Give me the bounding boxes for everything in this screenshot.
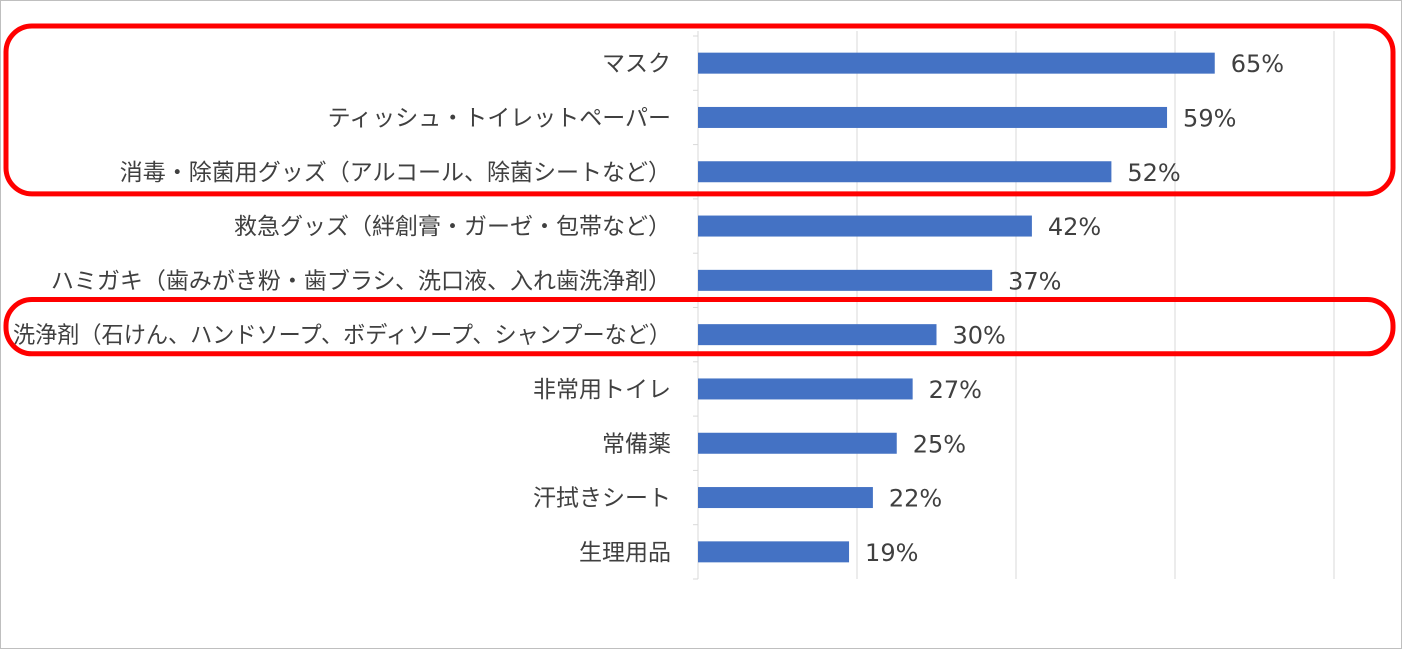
category-label: ティッシュ・トイレットペーパー (328, 105, 671, 131)
value-label: 25% (913, 430, 966, 458)
category-label: マスク (602, 51, 671, 77)
category-label: 非常用トイレ (533, 377, 671, 403)
value-label: 27% (929, 376, 982, 404)
category-label: 洗浄剤（石けん、ハンドソープ、ボディソープ、シャンプーなど） (13, 323, 671, 349)
category-label: 汗拭きシート (533, 486, 671, 512)
value-label: 65% (1231, 50, 1284, 78)
bar (698, 215, 1032, 237)
bar (698, 487, 873, 509)
value-label: 52% (1127, 159, 1180, 187)
bar (698, 52, 1215, 74)
category-label: 救急グッズ（絆創膏・ガーゼ・包帯など） (234, 214, 671, 240)
bar (698, 541, 850, 563)
value-label: 37% (1008, 267, 1061, 295)
category-label: 生理用品 (579, 540, 671, 566)
category-label: 常備薬 (602, 431, 671, 457)
category-labels: マスクティッシュ・トイレットペーパー消毒・除菌用グッズ（アルコール、除菌シートな… (13, 51, 671, 566)
bar (698, 161, 1112, 183)
value-label: 42% (1048, 213, 1101, 241)
value-label: 19% (865, 539, 918, 567)
highlight-box (3, 297, 1396, 357)
bar (698, 269, 993, 291)
value-label: 22% (889, 485, 942, 513)
highlight-box (3, 23, 1396, 197)
bar (698, 378, 913, 400)
bar (698, 324, 937, 346)
category-label: 消毒・除菌用グッズ（アルコール、除菌シートなど） (120, 160, 671, 186)
value-labels: 65% 59%52% 42% 37%30% 27% 25% 22% 19% (865, 50, 1284, 567)
bar (698, 432, 897, 454)
bar (698, 106, 1168, 128)
bars (698, 52, 1215, 563)
value-label: 30% (953, 322, 1006, 350)
value-label: 59% (1183, 104, 1236, 132)
category-label: ハミガキ（歯みがき粉・歯ブラシ、洗口液、入れ歯洗浄剤） (51, 268, 671, 294)
highlight-boxes (3, 23, 1396, 357)
